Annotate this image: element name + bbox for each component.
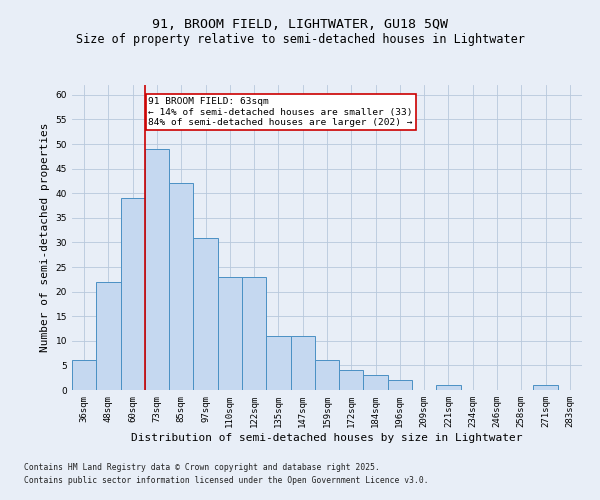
Y-axis label: Number of semi-detached properties: Number of semi-detached properties (40, 122, 50, 352)
Bar (145, 149, 169, 390)
Text: 91, BROOM FIELD, LIGHTWATER, GU18 5QW: 91, BROOM FIELD, LIGHTWATER, GU18 5QW (152, 18, 448, 30)
Text: Contains HM Land Registry data © Crown copyright and database right 2025.: Contains HM Land Registry data © Crown c… (24, 464, 380, 472)
Bar (364, 375, 388, 390)
X-axis label: Distribution of semi-detached houses by size in Lightwater: Distribution of semi-detached houses by … (131, 432, 523, 442)
Bar (72, 360, 96, 390)
Bar (169, 184, 193, 390)
Text: 91 BROOM FIELD: 63sqm
← 14% of semi-detached houses are smaller (33)
84% of semi: 91 BROOM FIELD: 63sqm ← 14% of semi-deta… (149, 98, 413, 127)
Text: Contains public sector information licensed under the Open Government Licence v3: Contains public sector information licen… (24, 476, 428, 485)
Bar (290, 336, 315, 390)
Bar (388, 380, 412, 390)
Bar (96, 282, 121, 390)
Bar (266, 336, 290, 390)
Bar (242, 277, 266, 390)
Bar (436, 385, 461, 390)
Bar (339, 370, 364, 390)
Bar (193, 238, 218, 390)
Bar (533, 385, 558, 390)
Bar (121, 198, 145, 390)
Bar (218, 277, 242, 390)
Text: Size of property relative to semi-detached houses in Lightwater: Size of property relative to semi-detach… (76, 32, 524, 46)
Bar (315, 360, 339, 390)
